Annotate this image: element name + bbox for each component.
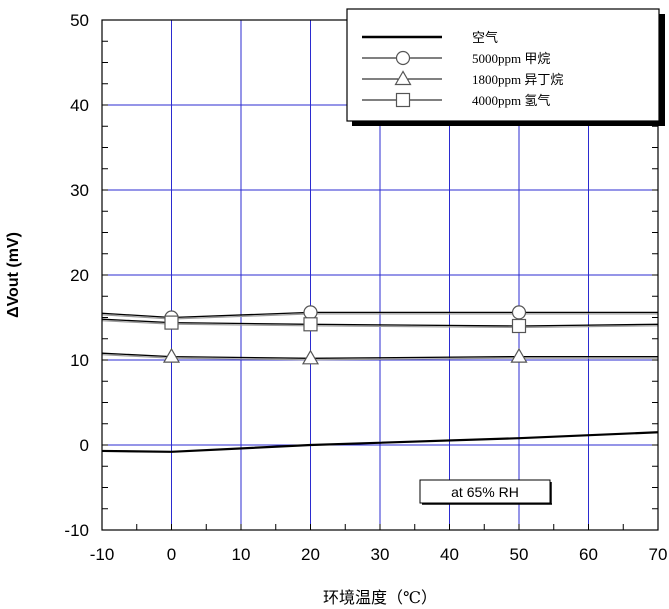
x-tick-label: -10: [90, 545, 115, 564]
data-point-square: [511, 318, 527, 334]
x-tick-label: 70: [649, 545, 668, 564]
x-tick-label: 40: [440, 545, 459, 564]
y-tick-label: -10: [64, 521, 89, 540]
series-0: [101, 431, 659, 453]
data-point-circle: [511, 305, 527, 320]
legend-item-2: 1800ppm 异丁烷: [362, 70, 563, 87]
tick-labels: -10 0 10 20 30 40 50 60 70 -10 0 10 20 30 40 50: [64, 11, 667, 564]
legend: 空气 5000ppm 甲烷 1800ppm 异丁烷 4000ppm 氢气: [346, 8, 665, 126]
y-tick-label: 50: [70, 11, 89, 30]
legend-label: 5000ppm 甲烷: [472, 51, 550, 66]
y-tick-label: 0: [80, 436, 89, 455]
x-tick-label: 50: [510, 545, 529, 564]
y-tick-label: 10: [70, 351, 89, 370]
legend-marker-circle: [395, 50, 411, 66]
data-point-triangle: [510, 347, 528, 363]
data-point-triangle: [301, 349, 320, 365]
legend-marker-square: [395, 92, 411, 108]
legend-item-3: 4000ppm 氢气: [362, 92, 550, 108]
legend-label: 1800ppm 异丁烷: [472, 72, 563, 87]
legend-label: 空气: [472, 30, 498, 45]
x-tick-label: 20: [301, 545, 320, 564]
y-tick-label: 30: [70, 181, 89, 200]
data-point-triangle: [162, 347, 181, 363]
legend-item-1: 5000ppm 甲烷: [362, 50, 550, 66]
legend-label: 4000ppm 氢气: [472, 93, 550, 108]
data-point-square: [164, 315, 179, 330]
series-3: [101, 315, 659, 334]
x-tick-label: 0: [167, 545, 176, 564]
data-point-square: [303, 317, 318, 332]
annotation-box: at 65% RH: [419, 479, 552, 505]
legend-item-0: 空气: [362, 30, 498, 45]
annotation-text: at 65% RH: [451, 484, 519, 500]
series-2: [101, 347, 658, 365]
x-tick-label: 10: [232, 545, 251, 564]
y-axis-label: ΔVout (mV): [5, 232, 22, 318]
series-line-0: [101, 431, 659, 453]
series-layer: [101, 305, 659, 453]
data-point-circle: [303, 305, 318, 320]
y-tick-label: 40: [70, 96, 89, 115]
x-tick-label: 30: [371, 545, 390, 564]
x-axis-label: 环境温度（℃）: [323, 588, 437, 607]
legend-marker-triangle: [394, 70, 412, 86]
y-tick-label: 20: [70, 266, 89, 285]
x-tick-label: 60: [579, 545, 598, 564]
